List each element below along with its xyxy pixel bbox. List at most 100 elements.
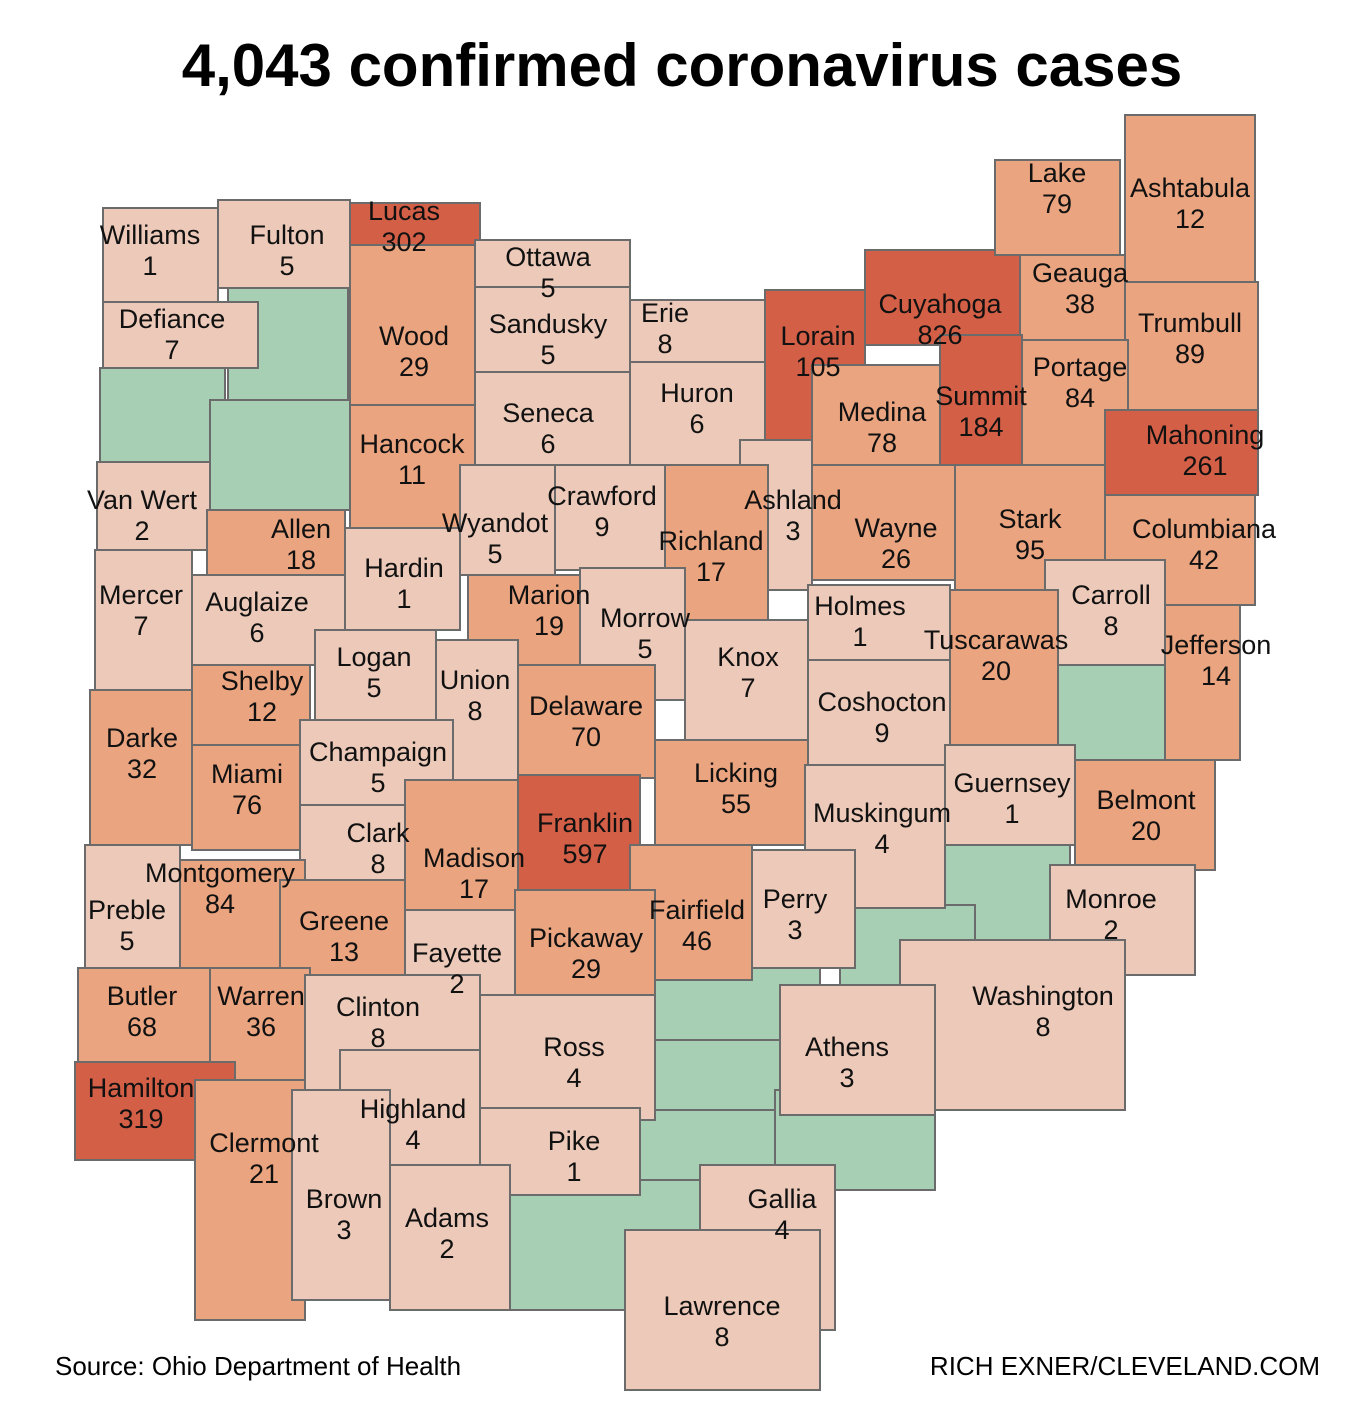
county-name: Champaign [309,737,447,767]
county [84,844,181,971]
county-cases: 13 [329,937,359,967]
county [479,994,656,1121]
county-cases: 8 [1035,1012,1050,1042]
county-cases: 3 [787,915,802,945]
county [684,619,809,741]
credit: RICH EXNER/CLEVELAND.COM [930,1351,1320,1381]
county [77,967,211,1063]
county-name: Miami [211,759,283,789]
county-name: Highland [360,1094,467,1124]
title: 4,043 confirmed coronavirus cases [182,32,1183,99]
county-name: Portage [1033,352,1128,382]
county-name: Preble [88,895,166,925]
county-name: Pike [548,1126,601,1156]
county-name: Wyandot [442,508,549,538]
county-cases: 84 [1065,383,1095,413]
county-cases: 1 [566,1157,581,1187]
county-cases: 8 [1103,611,1118,641]
county-name: Washington [972,981,1114,1011]
county-cases: 5 [279,251,294,281]
county-name: Fayette [412,938,502,968]
county [102,207,219,303]
county-name: Union [440,665,511,695]
county-name: Lake [1028,158,1087,188]
county [389,1164,511,1311]
county-cases: 184 [958,412,1003,442]
county-name: Monroe [1065,884,1157,914]
county-cases: 826 [917,320,962,350]
county-cases: 55 [721,789,751,819]
county [191,664,311,746]
county-name: Seneca [502,398,595,428]
county-name: Williams [100,220,201,250]
county-cases: 8 [467,696,482,726]
county-name: Van Wert [87,485,198,515]
county [514,889,656,1011]
county-cases: 8 [657,329,672,359]
county-cases: 7 [740,673,755,703]
county-name: Erie [641,298,689,328]
county-cases: 597 [562,839,607,869]
county-name: Sandusky [489,309,608,339]
county-name: Perry [763,884,828,914]
county [291,1089,391,1301]
county-name: Columbiana [1132,514,1277,544]
county-cases: 5 [540,340,555,370]
county-cases: 29 [399,352,429,382]
county [194,1079,306,1321]
county-name: Hardin [364,553,444,583]
county-name: Lawrence [663,1291,780,1321]
county-name: Delaware [529,691,643,721]
county-cases: 2 [449,969,464,999]
county-name: Adams [405,1203,489,1233]
county-name: Morrow [600,603,691,633]
county-cases: 4 [405,1125,420,1155]
county-cases: 1 [396,584,411,614]
county [899,939,1126,1111]
county-cases: 20 [1131,816,1161,846]
county-name: Stark [998,504,1062,534]
county-name: Ross [543,1032,605,1062]
county-cases: 6 [540,429,555,459]
county-cases: 5 [119,926,134,956]
county-name: Crawford [547,481,657,511]
county-name: Darke [106,723,178,753]
county-cases: 8 [370,1023,385,1053]
county [279,879,406,981]
county-name: Tuscarawas [924,625,1069,655]
county [102,301,259,369]
county-cases: 32 [127,754,157,784]
county-name: Greene [299,906,389,936]
county [1019,339,1129,471]
county-cases: 14 [1201,661,1231,691]
county-name: Clermont [209,1128,319,1158]
county-name: Ottawa [505,242,592,272]
county-name: Licking [694,758,778,788]
county-name: Huron [660,378,734,408]
county-cases: 5 [487,539,502,569]
county-name: Logan [336,642,411,672]
county-cases: 7 [164,335,179,365]
county [94,549,193,691]
county-cases: 17 [696,557,726,587]
county-name: Fairfield [649,895,745,925]
county-cases: 4 [566,1063,581,1093]
county-name: Defiance [119,304,226,334]
county [779,984,936,1116]
county-name: Butler [107,981,178,1011]
county-cases: 5 [637,634,652,664]
county-name: Mercer [99,580,183,610]
county-name: Gallia [747,1184,817,1214]
county-cases: 76 [232,790,262,820]
county [96,461,211,551]
county-name: Ashtabula [1130,173,1251,203]
county [811,464,956,581]
county-name: Geauga [1032,258,1129,288]
county-name: Pickaway [529,923,644,953]
county [344,527,461,631]
county [944,744,1076,846]
county-cases: 20 [981,656,1011,686]
county-cases: 5 [370,768,385,798]
